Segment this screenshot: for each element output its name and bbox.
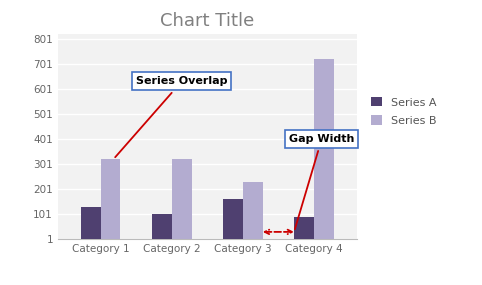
Bar bbox=[243, 182, 263, 239]
Bar bbox=[101, 159, 120, 239]
Text: Gap Width: Gap Width bbox=[289, 134, 354, 229]
Bar bbox=[223, 200, 243, 239]
Bar bbox=[314, 59, 334, 239]
Bar bbox=[152, 214, 172, 239]
Bar bbox=[172, 159, 192, 239]
Bar bbox=[80, 207, 101, 239]
Bar bbox=[294, 217, 314, 239]
Text: Series Overlap: Series Overlap bbox=[115, 76, 228, 157]
Legend: Series A, Series B: Series A, Series B bbox=[371, 97, 437, 126]
Title: Chart Title: Chart Title bbox=[160, 12, 254, 30]
